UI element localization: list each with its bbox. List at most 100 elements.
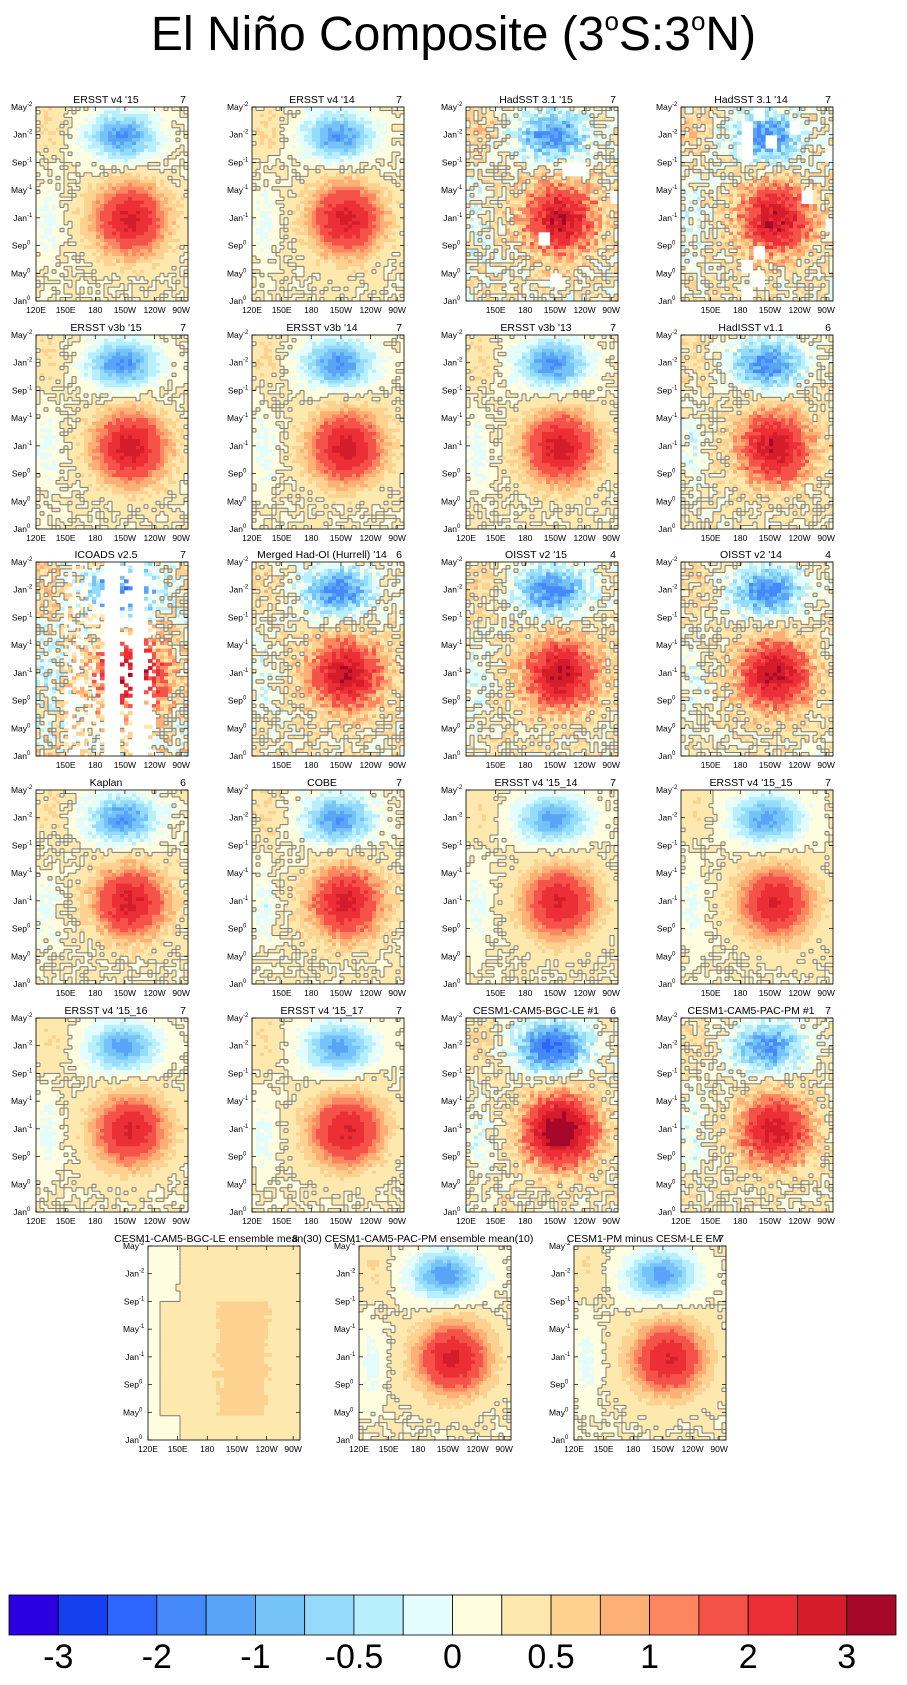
field-cell (156, 128, 161, 132)
field-cell (84, 114, 89, 118)
field-cell (124, 159, 129, 163)
field-cell (144, 107, 149, 111)
field-cell (120, 145, 125, 149)
field-cell (48, 135, 53, 139)
field-cell (84, 142, 89, 146)
field-cell (48, 149, 53, 153)
field-cell (56, 117, 61, 121)
field-cell (60, 107, 65, 111)
field-cell (140, 131, 145, 135)
field-cell (76, 121, 81, 125)
field-cell (152, 117, 157, 121)
field-cell (148, 138, 153, 142)
field-cell (128, 162, 133, 166)
field-cell (92, 110, 97, 114)
field-cell (108, 138, 113, 142)
field-cell (96, 117, 101, 121)
field-cell (164, 114, 169, 118)
field-cell (56, 135, 61, 139)
field-cell (128, 138, 133, 142)
field-cell (84, 149, 89, 153)
field-cell (104, 110, 109, 114)
field-cell (132, 159, 137, 163)
field-cell (96, 131, 101, 135)
field-cell (108, 152, 113, 156)
field-cell (84, 110, 89, 114)
field-cell (92, 142, 97, 146)
field-cell (116, 156, 121, 160)
field-cell (100, 152, 105, 156)
field-cell (48, 162, 53, 166)
field-cell (160, 124, 165, 128)
field-cell (144, 145, 149, 149)
field-cell (88, 128, 93, 132)
field-cell (140, 128, 145, 132)
field-cell (120, 114, 125, 118)
field-cell (120, 121, 125, 125)
field-cell (40, 107, 45, 111)
field-cell (52, 173, 57, 177)
field-cell (164, 128, 169, 132)
field-cell (84, 135, 89, 139)
field-cell (120, 138, 125, 142)
field-cell (108, 121, 113, 125)
field-cell (156, 107, 161, 111)
field-cell (140, 135, 145, 139)
field-cell (160, 166, 165, 170)
field-cell (144, 138, 149, 142)
field-cell (108, 114, 113, 118)
field-cell (116, 114, 121, 118)
field-cell (88, 149, 93, 153)
field-cell (92, 114, 97, 118)
field-cell (96, 145, 101, 149)
field-cell (140, 156, 145, 160)
field-cell (120, 162, 125, 166)
field-cell (160, 114, 165, 118)
field-cell (132, 107, 137, 111)
field-cell (116, 124, 121, 128)
field-cell (112, 152, 117, 156)
field-cell (40, 114, 45, 118)
field-cell (44, 142, 49, 146)
field-cell (48, 152, 53, 156)
field-cell (136, 121, 141, 125)
field-cell (52, 162, 57, 166)
field-cell (44, 128, 49, 132)
field-cell (76, 131, 81, 135)
field-cell (92, 124, 97, 128)
field-cell (132, 169, 137, 173)
field-cell (108, 145, 113, 149)
field-cell (44, 138, 49, 142)
field-cell (80, 114, 85, 118)
field-cell (160, 149, 165, 153)
field-cell (180, 138, 185, 142)
field-cell (144, 156, 149, 160)
field-cell (124, 117, 129, 121)
field-cell (64, 107, 69, 111)
field-cell (120, 107, 125, 111)
field-cell (80, 138, 85, 142)
field-cell (116, 131, 121, 135)
field-cell (120, 149, 125, 153)
field-cell (136, 152, 141, 156)
field-cell (160, 135, 165, 139)
field-cell (144, 142, 149, 146)
field-cell (128, 121, 133, 125)
field-cell (140, 149, 145, 153)
field-cell (112, 117, 117, 121)
field-cell (124, 145, 129, 149)
field-cell (136, 117, 141, 121)
field-cell (152, 145, 157, 149)
field-cell (88, 156, 93, 160)
field-cell (164, 135, 169, 139)
field-cell (136, 159, 141, 163)
field-cell (92, 166, 97, 170)
field-cell (100, 156, 105, 160)
field-cell (116, 149, 121, 153)
field-cell (140, 107, 145, 111)
field-cell (172, 135, 177, 139)
field-cell (104, 114, 109, 118)
field-cell (148, 128, 153, 132)
field-cell (48, 107, 53, 111)
field-cell (124, 135, 129, 139)
